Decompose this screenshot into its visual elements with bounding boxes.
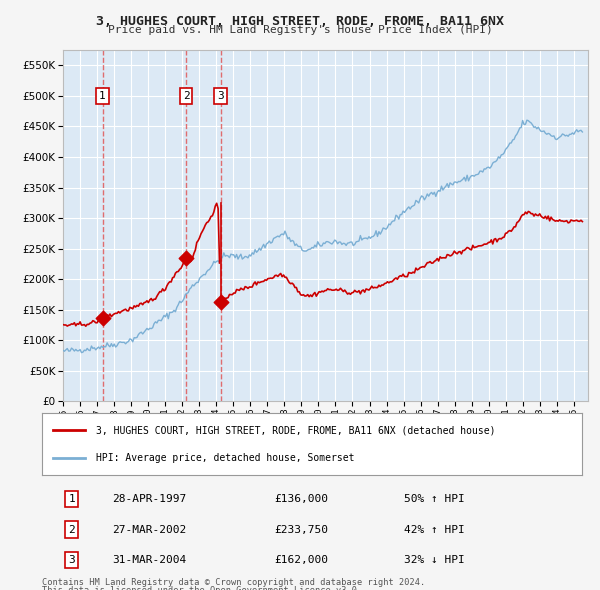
- Text: 2: 2: [183, 91, 190, 101]
- Text: 3, HUGHES COURT, HIGH STREET, RODE, FROME, BA11 6NX: 3, HUGHES COURT, HIGH STREET, RODE, FROM…: [96, 15, 504, 28]
- Text: Contains HM Land Registry data © Crown copyright and database right 2024.: Contains HM Land Registry data © Crown c…: [42, 578, 425, 587]
- Point: [181, 254, 191, 263]
- Point: [98, 313, 107, 323]
- Text: 27-MAR-2002: 27-MAR-2002: [112, 525, 187, 535]
- Text: 32% ↓ HPI: 32% ↓ HPI: [404, 555, 464, 565]
- Text: 28-APR-1997: 28-APR-1997: [112, 494, 187, 504]
- Text: This data is licensed under the Open Government Licence v3.0.: This data is licensed under the Open Gov…: [42, 586, 362, 590]
- Text: Price paid vs. HM Land Registry's House Price Index (HPI): Price paid vs. HM Land Registry's House …: [107, 25, 493, 35]
- Text: 50% ↑ HPI: 50% ↑ HPI: [404, 494, 464, 504]
- Point: [216, 297, 226, 307]
- Text: 31-MAR-2004: 31-MAR-2004: [112, 555, 187, 565]
- Text: £136,000: £136,000: [274, 494, 328, 504]
- Text: £233,750: £233,750: [274, 525, 328, 535]
- Text: 3: 3: [68, 555, 75, 565]
- Text: £162,000: £162,000: [274, 555, 328, 565]
- Text: 42% ↑ HPI: 42% ↑ HPI: [404, 525, 464, 535]
- Text: 3: 3: [217, 91, 224, 101]
- Text: HPI: Average price, detached house, Somerset: HPI: Average price, detached house, Some…: [96, 453, 355, 463]
- Text: 1: 1: [68, 494, 75, 504]
- Text: 2: 2: [68, 525, 75, 535]
- Text: 3, HUGHES COURT, HIGH STREET, RODE, FROME, BA11 6NX (detached house): 3, HUGHES COURT, HIGH STREET, RODE, FROM…: [96, 425, 496, 435]
- Text: 1: 1: [99, 91, 106, 101]
